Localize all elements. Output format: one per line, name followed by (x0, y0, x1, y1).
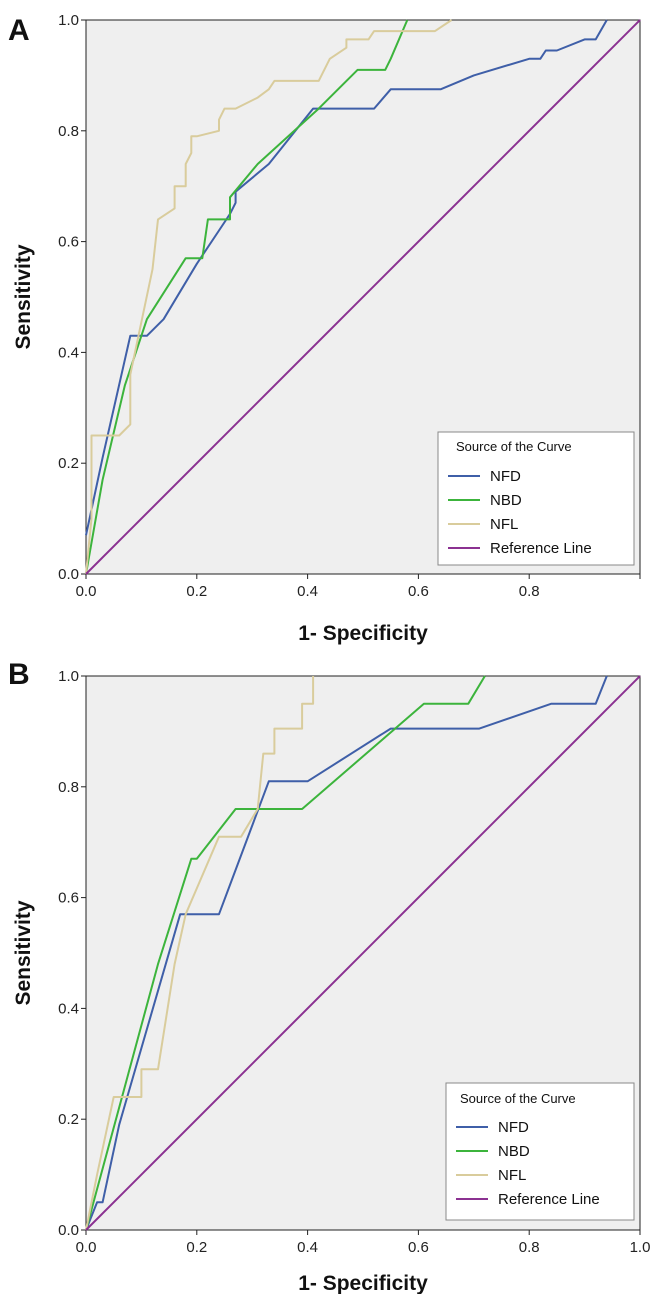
x-tick-label: 0.6 (408, 583, 429, 600)
legend-title: Source of the Curve (456, 439, 572, 454)
roc-panel-b: B 0.0 0.2 0.4 0.6 0.8 1.0 0.0 0.2 0.4 0.6 0.8 1.0 1… (8, 658, 650, 1294)
series-line-reference-line (85, 19, 641, 575)
series-line-nfd (85, 19, 608, 536)
legend-label-reference-line: Reference Line (498, 1191, 600, 1208)
axis-ticks: 0.0 0.2 0.4 0.6 0.8 0.0 0.2 0.4 0.6 0.8 1.0 (58, 12, 641, 600)
series-group (85, 19, 641, 575)
x-tick-label: 0.4 (297, 1239, 318, 1256)
x-axis-title: 1- Specificity (298, 622, 428, 645)
x-tick-label: 1.0 (630, 1239, 651, 1256)
y-tick-label: 0.6 (58, 890, 79, 907)
series-line-nfl (85, 676, 315, 1231)
panel-label: A (8, 14, 30, 47)
series-line-reference-line (85, 675, 641, 1231)
y-tick-label: 0.8 (58, 779, 79, 796)
x-tick-label: 0.2 (186, 583, 207, 600)
x-axis-title: 1- Specificity (298, 1272, 428, 1294)
series-line-nfl (85, 19, 453, 575)
y-tick-label: 0.0 (58, 566, 79, 583)
legend-label-nfl: NFL (498, 1167, 526, 1184)
y-tick-label: 0.2 (58, 455, 79, 472)
y-axis-title: Sensitivity (12, 900, 35, 1005)
series-line-nbd (85, 675, 486, 1231)
legend-label-nbd: NBD (490, 492, 522, 509)
legend-label-nfd: NFD (490, 468, 521, 485)
y-tick-label: 0.6 (58, 234, 79, 251)
y-tick-label: 0.8 (58, 123, 79, 140)
legend-label-nfd: NFD (498, 1119, 529, 1136)
panel-label: B (8, 658, 30, 691)
roc-panel-a: A 0.0 0.2 0.4 0.6 0.8 0.0 0.2 0.4 0.6 0.8 1.0 1- S… (8, 12, 641, 645)
y-tick-label: 1.0 (58, 668, 79, 685)
series-group (85, 675, 641, 1231)
legend: Source of the Curve NFD NBD NFL Reference L… (445, 1082, 635, 1221)
legend-items: NFD NBD NFL Reference Line (448, 468, 592, 557)
x-tick-label: 0.8 (519, 583, 540, 600)
legend-label-nbd: NBD (498, 1143, 530, 1160)
axis-ticks: 0.0 0.2 0.4 0.6 0.8 1.0 0.0 0.2 0.4 0.6 0.8 1.0 (58, 668, 650, 1256)
x-tick-label: 0.0 (76, 583, 97, 600)
legend: Source of the Curve NFD NBD NFL Reference L… (437, 431, 635, 566)
y-tick-label: 0.0 (58, 1222, 79, 1239)
x-tick-label: 0.2 (186, 1239, 207, 1256)
y-tick-label: 0.2 (58, 1111, 79, 1128)
legend-items: NFD NBD NFL Reference Line (456, 1119, 600, 1208)
x-tick-label: 0.8 (519, 1239, 540, 1256)
legend-label-reference-line: Reference Line (490, 540, 592, 557)
x-tick-label: 0.4 (297, 583, 318, 600)
y-tick-label: 1.0 (58, 12, 79, 29)
y-axis-title: Sensitivity (12, 244, 35, 349)
legend-title: Source of the Curve (460, 1091, 576, 1106)
legend-box (437, 431, 635, 566)
y-tick-label: 0.4 (58, 344, 79, 361)
series-line-nfd (85, 675, 608, 1231)
legend-label-nfl: NFL (490, 516, 518, 533)
x-tick-label: 0.0 (76, 1239, 97, 1256)
y-tick-label: 0.4 (58, 1000, 79, 1017)
x-tick-label: 0.6 (408, 1239, 429, 1256)
